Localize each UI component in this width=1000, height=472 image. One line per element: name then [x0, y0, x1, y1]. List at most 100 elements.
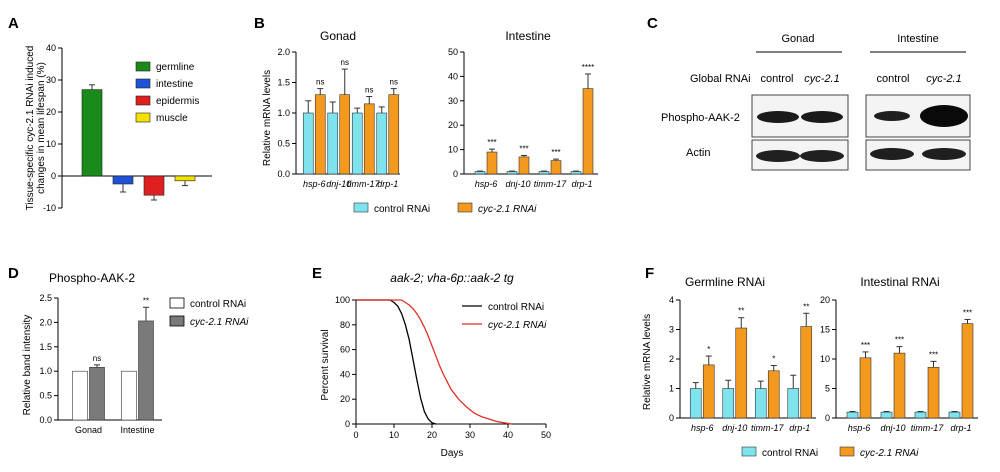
panel-d-significance: ** [143, 296, 149, 305]
panel-d-bar-Gonad-treat [89, 366, 105, 421]
panel-b-ylabel: Relative mRNA levels [262, 70, 273, 166]
panel-d-significance: ns [93, 354, 101, 363]
panel-f-germline-bar-drp-1-treat [800, 326, 813, 419]
panel-b-intestine-y-tick-label: 20 [448, 120, 458, 130]
panel-c-band-gonad-actin-control [756, 150, 800, 162]
panel-c-band-intestine-actin-cyc [922, 148, 966, 160]
panel-b-gonad-significance: ns [341, 58, 349, 67]
panel-f-germline-x-label-drp-1: drp-1 [789, 423, 810, 433]
panel-f-intestinal-x-label-hsp-6: hsp-6 [848, 423, 871, 433]
panel-f-ylabel: Relative mRNA levels [642, 314, 653, 410]
panel-f-germline-bar-dnj-10-control [722, 388, 735, 419]
panel-f-legend-treat-swatch [839, 446, 855, 457]
panel-e-y-tick-label: 80 [340, 320, 350, 330]
panel-c-band-gonad-phospho-cyc [801, 111, 843, 123]
panel-b-intestine-x-label-timm-17: timm-17 [534, 179, 567, 189]
panel-c-col-gonad-control: control [760, 73, 793, 85]
panel-b-gonad-bar-dnj-10-treat [339, 94, 351, 175]
panel-b-intestine-y-tick-label: 10 [448, 145, 458, 155]
panel-b-intestine-significance: *** [551, 148, 560, 157]
panel-f-germline-y-tick-label: 2 [669, 354, 674, 364]
panel-f-intestinal-bar-dnj-10-control [880, 411, 893, 419]
panel-d-chart: Phospho-AAK-2 Relative band intensity co… [22, 271, 249, 435]
panel-f-germline-significance: * [707, 345, 710, 354]
panel-a-y-tick-label: -10 [43, 203, 56, 213]
panel-b-intestine-bar-timm-17-control [538, 171, 550, 175]
panel-f-germline-y-tick-label: 3 [669, 325, 674, 335]
panel-label-e: E [312, 265, 322, 282]
panel-f-germline-significance: ** [803, 302, 809, 311]
panel-label-d: D [8, 265, 19, 282]
panel-b-gonad-significance: ns [365, 86, 373, 95]
panel-b-gonad-y-tick-label: 1.5 [277, 78, 290, 88]
panel-c-band-intestine-actin-control [870, 148, 914, 160]
panel-f-germline-y-tick-label: 0 [669, 413, 674, 423]
panel-e-y-tick-label: 60 [340, 345, 350, 355]
panel-f-intestinal-x-label-dnj-10: dnj-10 [880, 423, 905, 433]
panel-f-germline-bar-dnj-10-treat [735, 327, 748, 419]
panel-b-title-gonad: Gonad [320, 29, 356, 43]
panel-c-band-gonad-actin-cyc [800, 150, 844, 162]
panel-f-intestinal-y-tick-label: 20 [820, 295, 830, 305]
panel-f-germline-bar-hsp-6-treat [702, 364, 715, 419]
panel-f-legend-control: control RNAi [762, 448, 818, 459]
panel-f-germline-bar-timm-17-treat [767, 370, 780, 419]
panel-label-f: F [645, 265, 654, 282]
panel-f-intestinal-bar-drp-1-treat [961, 323, 974, 419]
panel-e-x-tick-label: 20 [427, 430, 437, 440]
panel-b-intestine-significance: *** [519, 144, 528, 153]
panel-f-intestinal-significance: *** [861, 341, 870, 350]
panel-d-bar-Intestine-control [121, 370, 137, 421]
panel-a-y-tick-label: 30 [46, 75, 56, 85]
panel-d-legend-control: control RNAi [190, 299, 246, 310]
panel-a-legend-swatch [135, 112, 151, 123]
panel-a-legend-intestine: intestine [156, 79, 194, 90]
panel-b-intestine-bar-hsp-6-control [474, 171, 486, 175]
panel-f-germline-y-tick-label: 4 [669, 295, 674, 305]
panel-f-legend-treat: cyc-2.1 RNAi [860, 448, 919, 459]
panel-d-y-tick-label: 2.5 [39, 293, 52, 303]
panel-b-intestine-x-label-hsp-6: hsp-6 [475, 179, 498, 189]
panel-e-ylabel: Percent survival [320, 329, 331, 400]
panel-f-intestinal-y-tick-label: 0 [825, 413, 830, 423]
panel-f-germline-significance: * [772, 354, 775, 363]
panel-f-intestinal-significance: *** [963, 308, 972, 317]
panel-e-x-tick-label: 10 [389, 430, 399, 440]
panel-e-y-tick-label: 20 [340, 394, 350, 404]
panel-b-gonad-y-tick-label: 0.0 [277, 169, 290, 179]
panel-d-legend-treat: cyc-2.1 RNAi [190, 317, 249, 328]
panel-b-legend-treat: cyc-2.1 RNAi [478, 204, 537, 215]
panel-e-chart: aak-2; vha-6p::aak-2 tg Percent survival… [320, 271, 551, 459]
panel-a-legend-swatch [135, 95, 151, 106]
panel-a-y-tick-label: 10 [46, 139, 56, 149]
panel-b-title-intestine: Intestine [505, 29, 551, 43]
panel-b-legend-control: control RNAi [374, 204, 430, 215]
panel-f-intestinal-y-tick-label: 15 [820, 325, 830, 335]
panel-d-bar-Intestine-treat [138, 320, 154, 421]
panel-d-y-tick-label: 1.5 [39, 342, 52, 352]
panel-b-intestine-bar-drp-1-treat [582, 88, 594, 175]
panel-e-x-tick-label: 40 [503, 430, 513, 440]
panel-a-ylabel-line2: changes in mean lifespan (%) [36, 62, 47, 194]
panel-c-col-gonad-cyc: cyc-2.1 [804, 73, 839, 85]
panel-e-y-tick-label: 100 [335, 295, 350, 305]
panel-b-gonad-y-tick-label: 0.5 [277, 139, 290, 149]
panel-b-gonad-x-label-drp-1: drp-1 [377, 179, 398, 189]
panel-f-intestinal-significance: *** [895, 336, 904, 345]
panel-b-legend-treat-swatch [457, 202, 473, 213]
panel-d-y-tick-label: 0.5 [39, 391, 52, 401]
panel-b-intestine-bar-hsp-6-treat [486, 151, 498, 175]
panel-d-ylabel: Relative band intensity [22, 315, 33, 416]
panel-f-intestinal-bar-hsp-6-treat [859, 357, 872, 419]
panel-f-intestinal-y-tick-label: 10 [820, 354, 830, 364]
panel-f-germline-bar-hsp-6-control [689, 388, 702, 419]
panel-f-charts: Relative mRNA levels Germline RNAi Intes… [642, 275, 978, 459]
panel-d-bar-Gonad-control [72, 370, 88, 421]
panel-c-band-label-phospho: Phospho-AAK-2 [661, 112, 740, 124]
panel-e-legend-control: control RNAi [488, 302, 544, 313]
panel-c-band-label-actin: Actin [686, 147, 710, 159]
panel-a-legend-swatch [135, 78, 151, 89]
panel-f-title-germline: Germline RNAi [685, 275, 765, 289]
panel-b-gonad-significance: ns [316, 78, 324, 87]
panel-a-bar-germline [81, 89, 103, 177]
